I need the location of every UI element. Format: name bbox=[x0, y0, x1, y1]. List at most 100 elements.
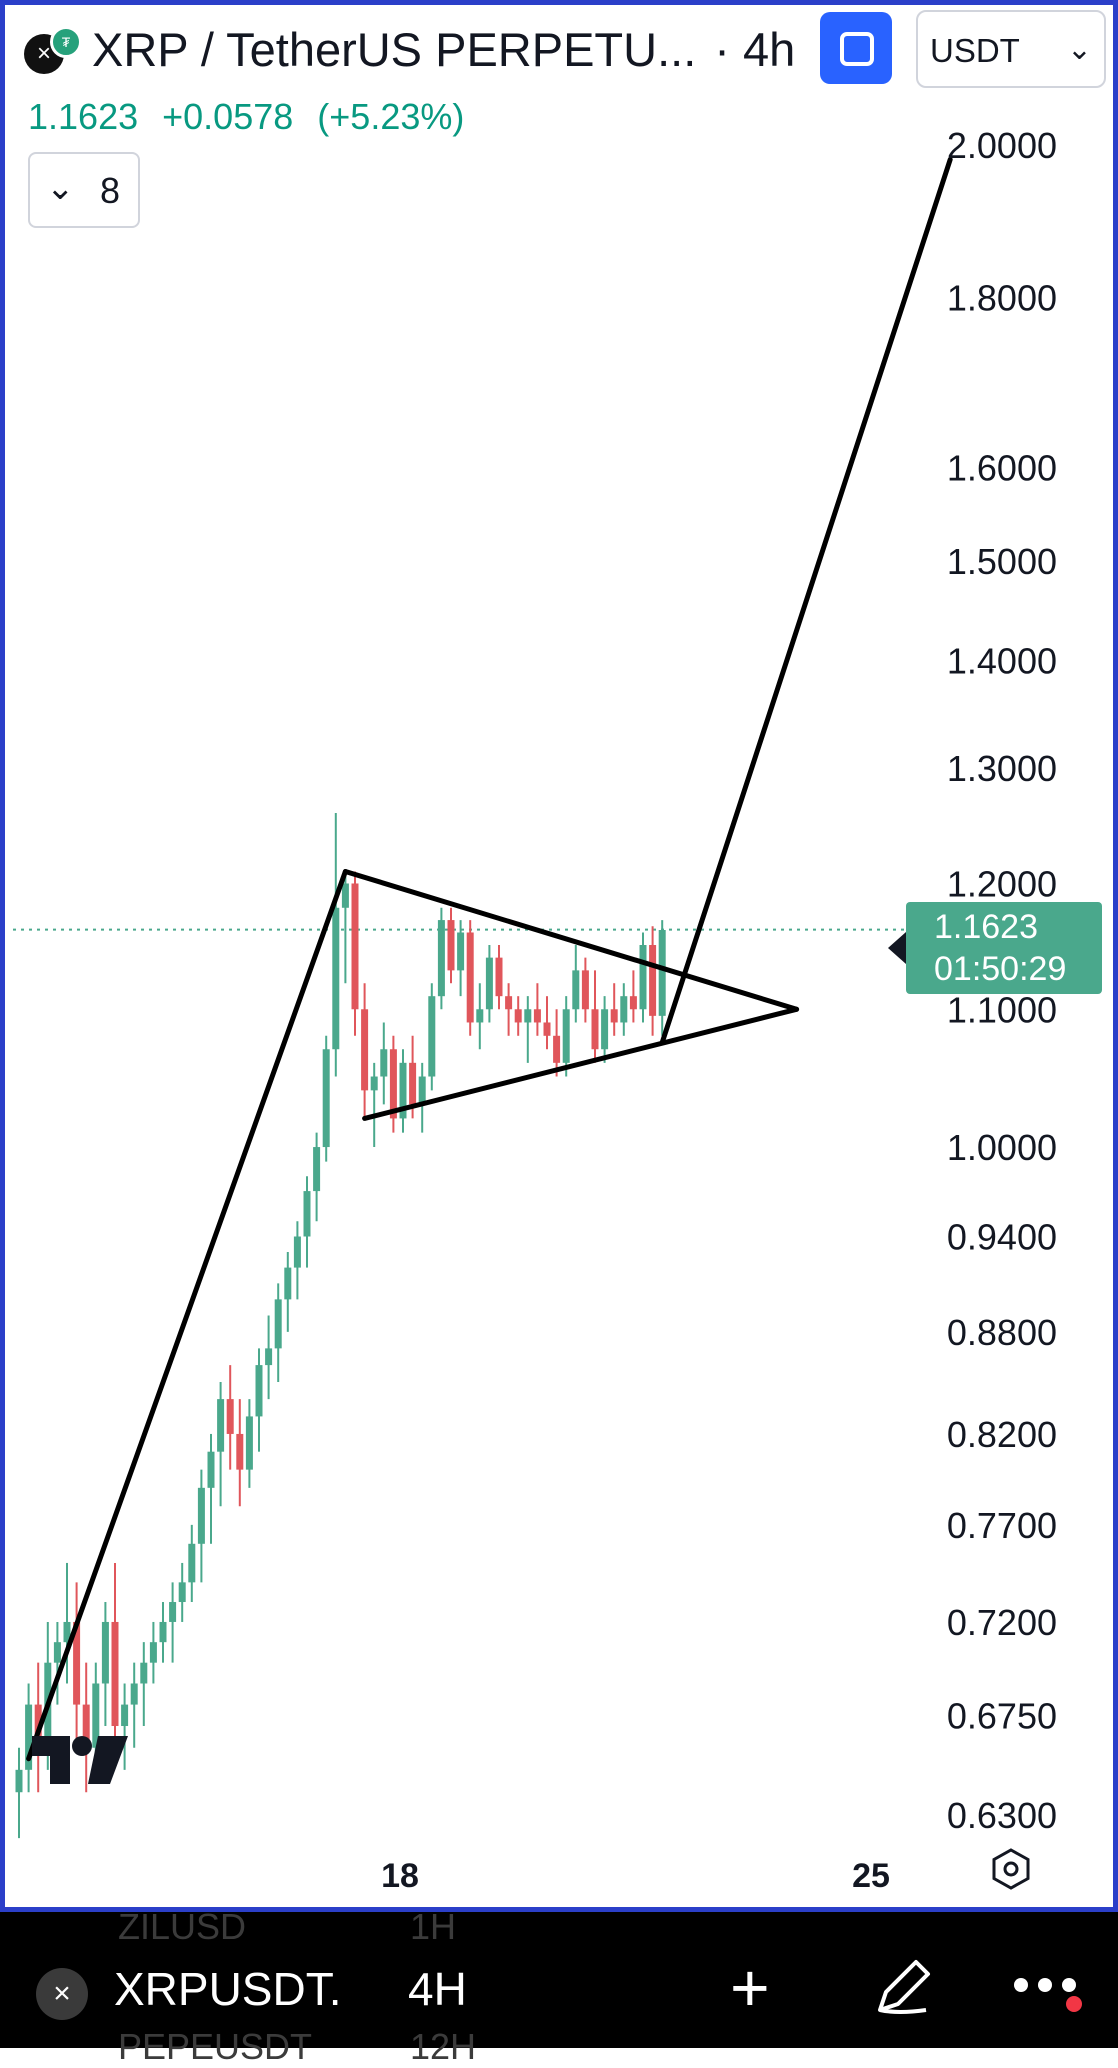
candle-body bbox=[351, 883, 359, 1010]
candle-body bbox=[255, 1365, 263, 1417]
candle-body bbox=[524, 1009, 532, 1023]
tether-icon: ₮ bbox=[50, 26, 82, 58]
price-change-pct: (+5.23%) bbox=[317, 96, 465, 137]
candle-body bbox=[409, 1062, 417, 1105]
indicators-collapse-button[interactable]: ⌄ 8 bbox=[28, 152, 140, 228]
currency-label: USDT bbox=[930, 32, 1020, 69]
candle-body bbox=[226, 1399, 234, 1434]
candle-body bbox=[361, 1009, 369, 1091]
candle-body bbox=[322, 1049, 330, 1148]
bottom-toolbar: ZILUSD 1H PEPEUSDT 12H bbox=[0, 1906, 1118, 2067]
candle-body bbox=[553, 1035, 561, 1063]
ghost-watchlist-interval: 12H bbox=[410, 2026, 477, 2067]
candle-body bbox=[591, 1009, 599, 1050]
chevron-down-icon: ⌄ bbox=[46, 169, 75, 207]
candle-body bbox=[466, 932, 474, 1023]
ghost-watchlist-symbol: PEPEUSDT bbox=[118, 2026, 313, 2067]
interval-label: 4h bbox=[742, 23, 796, 76]
candle-body bbox=[658, 929, 666, 1016]
price-scale-label: 0.9400 bbox=[947, 1217, 1057, 1258]
price-scale-label: 0.7700 bbox=[947, 1505, 1057, 1546]
candle-body bbox=[159, 1621, 167, 1643]
candle-body bbox=[15, 1769, 23, 1793]
candle-body bbox=[485, 957, 493, 1010]
candle-countdown: 01:50:29 bbox=[934, 950, 1067, 988]
candle-body bbox=[303, 1191, 311, 1237]
candle-body bbox=[620, 996, 628, 1023]
current-price-badge: 1.1623 01:50:29 bbox=[888, 902, 1102, 994]
ghost-watchlist-symbol: ZILUSD bbox=[118, 1906, 247, 1947]
candle-body bbox=[82, 1704, 90, 1748]
candle-body bbox=[169, 1602, 177, 1622]
candle-body bbox=[341, 883, 349, 908]
bottom-symbol[interactable]: XRPUSDT. bbox=[114, 1963, 342, 2015]
candle-body bbox=[399, 1062, 407, 1119]
candle-body bbox=[111, 1621, 119, 1727]
price-scale-label: 1.4000 bbox=[947, 641, 1057, 682]
candle-body bbox=[533, 1009, 541, 1023]
candle-body bbox=[274, 1299, 282, 1349]
candle-body bbox=[265, 1348, 273, 1366]
candle-body bbox=[197, 1487, 205, 1544]
candle-body bbox=[610, 1009, 618, 1023]
candle-body bbox=[639, 945, 647, 1010]
price-scale-label: 1.2000 bbox=[947, 863, 1057, 904]
candle-body bbox=[389, 1049, 397, 1119]
candle-body bbox=[245, 1416, 253, 1470]
title-separator: · bbox=[714, 23, 730, 76]
close-icon[interactable]: × bbox=[36, 1968, 88, 2020]
candle-body bbox=[428, 996, 436, 1077]
candle-body bbox=[370, 1076, 378, 1091]
candle-body bbox=[505, 996, 513, 1010]
fullscreen-button[interactable] bbox=[820, 12, 892, 84]
price-scale-label: 1.6000 bbox=[947, 448, 1057, 489]
pen-icon[interactable] bbox=[868, 1952, 938, 2022]
price-marker-arrow bbox=[888, 932, 906, 964]
candle-body bbox=[207, 1451, 215, 1488]
settings-icon[interactable] bbox=[990, 1848, 1032, 1890]
candle-body bbox=[476, 1009, 484, 1023]
candle-body bbox=[581, 970, 589, 1010]
candle-body bbox=[514, 1009, 522, 1023]
candle-body bbox=[495, 957, 503, 997]
candle-body bbox=[572, 970, 580, 1010]
chart-area[interactable]: 2.0000 1.8000 1.6000 1.5000 1.4000 1.3000 1.20… bbox=[5, 5, 1118, 1912]
current-price-value: 1.1623 bbox=[934, 908, 1038, 946]
price-scale-label: 1.1000 bbox=[947, 989, 1057, 1030]
candle-body bbox=[25, 1704, 33, 1770]
candle-body bbox=[63, 1621, 71, 1643]
chevron-down-icon: ⌄ bbox=[1066, 33, 1092, 66]
more-icon[interactable] bbox=[1014, 1966, 1098, 2012]
candle-body bbox=[332, 907, 340, 1050]
candle-body bbox=[217, 1399, 225, 1452]
price-scale-label: 0.6300 bbox=[947, 1795, 1057, 1836]
chart-header: × ₮ XRP / TetherUS PERPETU... · 4h USDT ⌄… bbox=[0, 0, 1118, 228]
candle-body bbox=[601, 1009, 609, 1050]
candle-body bbox=[284, 1267, 292, 1300]
trend-line bbox=[362, 1006, 800, 1121]
price-scale-label: 0.7200 bbox=[947, 1602, 1057, 1643]
time-scale-label: 18 bbox=[381, 1857, 419, 1895]
trend-line bbox=[342, 868, 800, 1012]
currency-select[interactable]: USDT ⌄ bbox=[916, 10, 1106, 88]
candle-body bbox=[101, 1621, 109, 1684]
add-icon[interactable]: + bbox=[730, 1950, 770, 2026]
bottom-interval[interactable]: 4H bbox=[408, 1963, 467, 2015]
symbol-title[interactable]: XRP / TetherUS PERPETU... · 4h bbox=[92, 22, 795, 77]
price-scale-label: 1.3000 bbox=[947, 748, 1057, 789]
fullscreen-icon bbox=[840, 32, 874, 66]
candle-body bbox=[236, 1433, 244, 1470]
candle-body bbox=[121, 1704, 129, 1727]
candle-body bbox=[543, 1022, 551, 1036]
candle-body bbox=[92, 1683, 100, 1748]
candle-body bbox=[418, 1076, 426, 1105]
price-scale-label: 1.8000 bbox=[947, 277, 1057, 318]
candle-body bbox=[629, 996, 637, 1010]
candle-body bbox=[457, 932, 465, 971]
candle-body bbox=[73, 1621, 81, 1705]
candle-body bbox=[53, 1642, 61, 1663]
candle-body bbox=[562, 1009, 570, 1063]
candle-body bbox=[149, 1642, 157, 1663]
price-scale-label: 0.8800 bbox=[947, 1312, 1057, 1353]
ghost-watchlist-interval: 1H bbox=[410, 1906, 457, 1947]
